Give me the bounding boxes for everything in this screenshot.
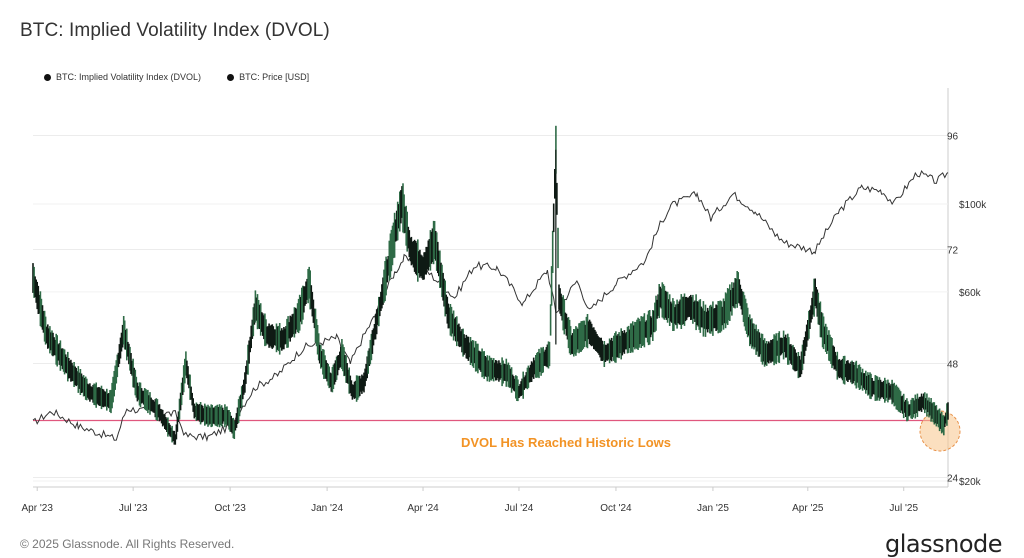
y-left-tick-label: 48	[947, 360, 959, 371]
price-series-line	[32, 169, 949, 443]
chart-title: BTC: Implied Volatility Index (DVOL)	[20, 20, 330, 41]
x-tick-label: Jul '23	[119, 503, 148, 514]
legend-item-dvol[interactable]: BTC: Implied Volatility Index (DVOL)	[44, 72, 201, 82]
y-left-tick-label: 96	[947, 132, 959, 143]
x-tick-label: Apr '23	[22, 503, 54, 514]
copyright-text: © 2025 Glassnode. All Rights Reserved.	[20, 537, 235, 551]
legend-label-dvol: BTC: Implied Volatility Index (DVOL)	[56, 72, 202, 82]
annotation-text: DVOL Has Reached Historic Lows	[461, 435, 671, 450]
legend-label-price: BTC: Price [USD]	[239, 72, 310, 82]
y-right-tick-label: $60k	[959, 288, 982, 299]
legend-dot-icon	[227, 73, 235, 81]
legend-item-price[interactable]: BTC: Price [USD]	[227, 72, 309, 82]
x-tick-label: Jul '25	[889, 503, 918, 514]
y-right-tick-label: $100k	[959, 200, 987, 211]
y-right-tick-label: $20k	[959, 477, 982, 488]
x-tick-label: Jan '24	[311, 503, 343, 514]
dvol-series-candles	[32, 125, 949, 445]
legend: BTC: Implied Volatility Index (DVOL) BTC…	[44, 72, 309, 82]
brand-logo: glassnode	[884, 530, 1003, 558]
x-tick-label: Oct '24	[600, 503, 632, 514]
y-left-tick-label: 72	[947, 246, 959, 257]
y-left-tick-label: 24	[947, 474, 959, 485]
x-tick-label: Jul '24	[505, 503, 534, 514]
x-tick-label: Apr '25	[792, 503, 824, 514]
x-tick-label: Jan '25	[697, 503, 729, 514]
x-tick-label: Apr '24	[407, 503, 439, 514]
x-tick-label: Oct '23	[214, 503, 246, 514]
legend-dot-icon	[44, 73, 51, 81]
